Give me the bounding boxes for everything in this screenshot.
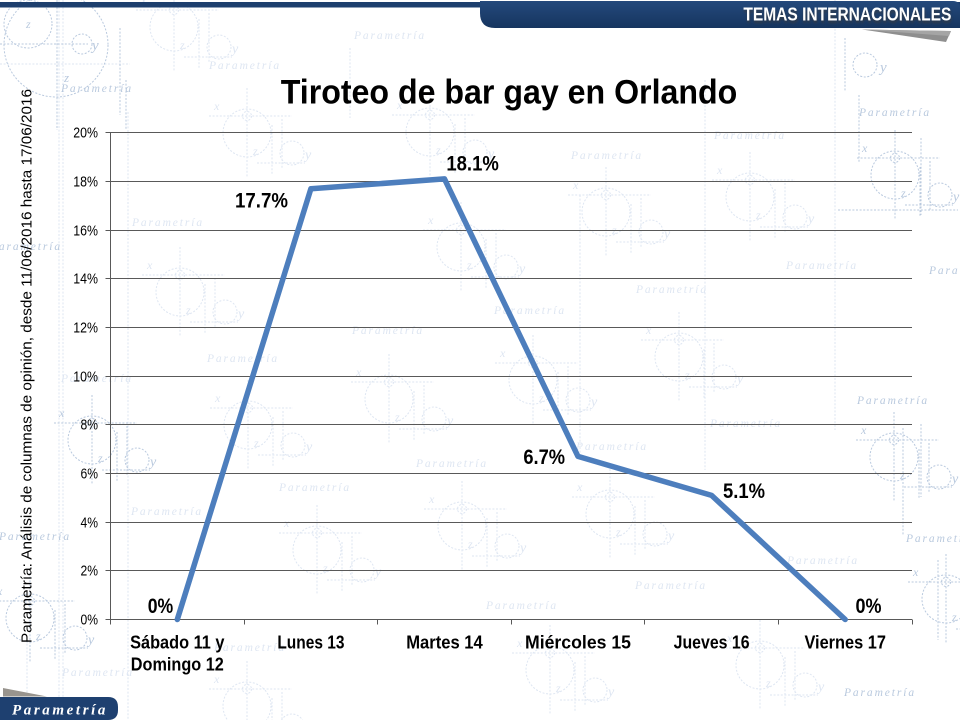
- svg-text:Parametría: Parametría: [206, 353, 279, 365]
- svg-text:2%: 2%: [81, 564, 99, 580]
- svg-text:17.7%: 17.7%: [235, 189, 288, 213]
- svg-text:Parametría: Parametría: [905, 533, 960, 545]
- svg-text:Parametría: Parametría: [131, 217, 204, 229]
- svg-text:Parametría: Parametría: [0, 531, 71, 543]
- svg-text:Parametría: Parametría: [415, 458, 488, 470]
- svg-text:Parametría: Parametría: [575, 441, 648, 453]
- svg-text:12%: 12%: [73, 321, 98, 337]
- svg-text:Domingo 12: Domingo 12: [131, 654, 224, 674]
- svg-text:Parametría: Parametría: [0, 241, 62, 253]
- svg-text:18%: 18%: [73, 175, 98, 191]
- svg-text:Parametría: Parametría: [785, 260, 858, 272]
- svg-text:Sábado 11 y: Sábado 11 y: [130, 633, 224, 653]
- svg-text:Parametría: Parametría: [208, 60, 281, 72]
- svg-text:Parametría: Parametría: [928, 265, 960, 277]
- svg-text:Viernes 17: Viernes 17: [804, 633, 886, 653]
- svg-text:Parametría: Parametría: [713, 130, 786, 142]
- svg-text:6%: 6%: [81, 467, 99, 483]
- svg-text:Parametría: Parametría: [634, 580, 707, 592]
- svg-text:Tiroteo de bar gay en Orlando: Tiroteo de bar gay en Orlando: [281, 74, 738, 112]
- svg-text:z: z: [63, 70, 69, 85]
- svg-text:TEMAS INTERNACIONALES: TEMAS INTERNACIONALES: [744, 6, 952, 27]
- svg-text:Miércoles 15: Miércoles 15: [525, 633, 631, 653]
- svg-text:Parametría: Parametría: [843, 687, 916, 699]
- svg-text:Parametría: Parametría: [351, 325, 424, 337]
- svg-text:5.1%: 5.1%: [723, 479, 765, 503]
- svg-text:Parametría: Parametría: [856, 395, 929, 407]
- svg-text:4%: 4%: [81, 516, 99, 532]
- svg-text:Parametría: Parametría: [858, 107, 931, 119]
- svg-text:z: z: [25, 17, 31, 31]
- svg-text:Martes 14: Martes 14: [406, 633, 483, 653]
- svg-text:18.1%: 18.1%: [446, 151, 499, 175]
- svg-text:TEMAS INTERNACIONALES: TEMAS INTERNACIONALES: [743, 3, 951, 24]
- svg-text:y: y: [90, 38, 99, 54]
- svg-text:Parametría: Parametría: [353, 30, 426, 42]
- svg-text:y: y: [878, 60, 887, 76]
- svg-text:Parametría: Parametría: [60, 83, 133, 95]
- svg-text:Parametría: Parametría: [570, 150, 643, 162]
- svg-text:Parametría: Parametría: [635, 284, 708, 296]
- svg-text:0%: 0%: [148, 594, 174, 618]
- svg-text:Jueves 16: Jueves 16: [674, 633, 750, 653]
- svg-text:0%: 0%: [856, 594, 882, 618]
- svg-text:Parametría: Parametría: [485, 600, 558, 612]
- svg-text:8%: 8%: [81, 418, 99, 434]
- svg-text:Parametría: Parametría: [130, 506, 203, 518]
- svg-text:20%: 20%: [73, 126, 98, 142]
- svg-text:Parametría: Parametría: [278, 482, 351, 494]
- svg-text:Parametría: Parametría: [12, 703, 108, 719]
- svg-text:Parametría: Análisis de column: Parametría: Análisis de columnas de opin…: [20, 89, 36, 643]
- svg-text:6.7%: 6.7%: [523, 445, 565, 469]
- svg-text:Parametría: Parametría: [786, 555, 859, 567]
- svg-text:14%: 14%: [73, 272, 98, 288]
- svg-text:0%: 0%: [81, 613, 99, 629]
- svg-text:Parametría: Parametría: [213, 642, 286, 654]
- svg-text:16%: 16%: [73, 224, 98, 240]
- svg-text:10%: 10%: [73, 370, 98, 386]
- svg-text:Lunes 13: Lunes 13: [277, 633, 344, 653]
- svg-text:Parametría: Parametría: [61, 667, 134, 679]
